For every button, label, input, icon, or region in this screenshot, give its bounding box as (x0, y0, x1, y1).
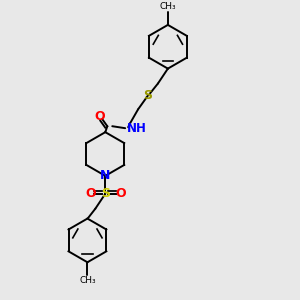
Text: S: S (143, 89, 152, 102)
Text: CH₃: CH₃ (79, 276, 96, 285)
Text: O: O (115, 187, 125, 200)
Text: N: N (100, 169, 110, 182)
Text: CH₃: CH₃ (160, 2, 176, 11)
Text: S: S (101, 187, 110, 200)
Text: O: O (94, 110, 105, 123)
Text: O: O (85, 187, 96, 200)
Text: NH: NH (127, 122, 147, 135)
